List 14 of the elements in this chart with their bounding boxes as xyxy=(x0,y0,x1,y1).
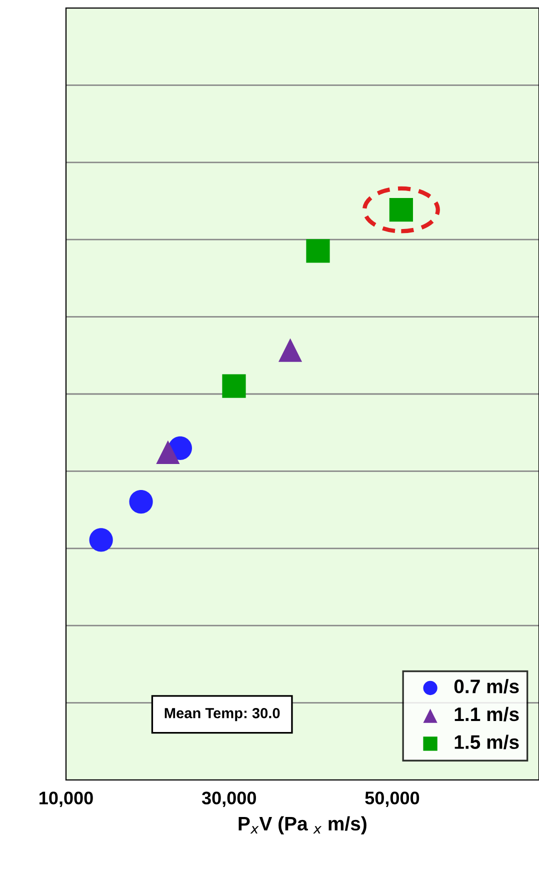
legend-label: 1.1 m/s xyxy=(454,706,519,722)
point xyxy=(129,490,153,514)
point xyxy=(222,374,246,398)
x-tick-label: 30,000 xyxy=(202,792,256,807)
point xyxy=(89,528,113,552)
annotation: Mean Temp: 30.0 xyxy=(164,708,280,722)
x-tick-label: 10,000 xyxy=(40,792,93,807)
point xyxy=(278,338,302,362)
legend-label: 0.7 m/s xyxy=(454,679,519,694)
legend-label: 1.5 m/s xyxy=(454,734,519,750)
point xyxy=(156,440,180,464)
x-axis-title: P$_{x}$V (Pa $_{x}$ m/s) xyxy=(238,816,366,834)
point xyxy=(306,239,330,263)
x-tick-label: 50,000 xyxy=(365,792,420,807)
